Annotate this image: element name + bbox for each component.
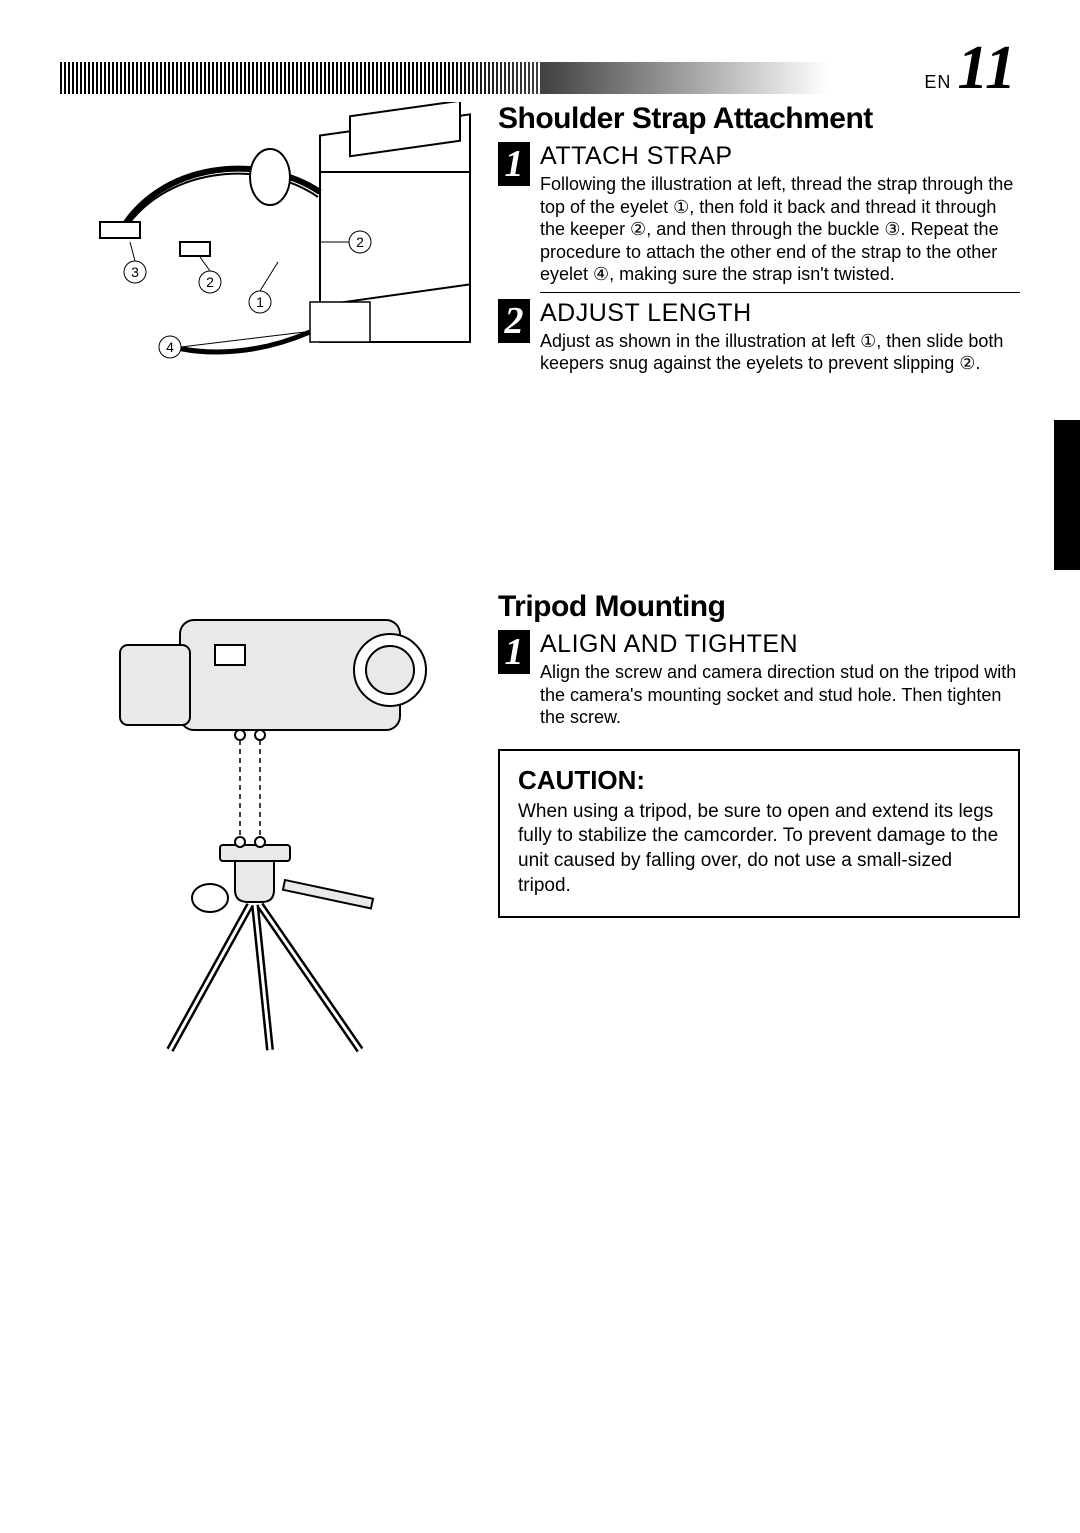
step-divider bbox=[540, 292, 1020, 293]
svg-text:4: 4 bbox=[166, 339, 174, 355]
step-number: 1 bbox=[498, 142, 530, 186]
tripod-step-1: 1 ALIGN AND TIGHTEN Align the screw and … bbox=[498, 630, 1020, 729]
shoulder-strap-section: 1 2 3 4 2 Shoulder Strap Attachment 1 AT… bbox=[60, 102, 1020, 382]
shoulder-strap-illustration: 1 2 3 4 2 bbox=[60, 102, 480, 382]
shoulder-strap-content: Shoulder Strap Attachment 1 ATTACH STRAP… bbox=[498, 102, 1020, 382]
strap-step-2: 2 ADJUST LENGTH Adjust as shown in the i… bbox=[498, 299, 1020, 375]
strap-diagram: 1 2 3 4 2 bbox=[60, 102, 480, 382]
step-number: 2 bbox=[498, 299, 530, 343]
svg-text:2: 2 bbox=[206, 274, 214, 290]
side-tab bbox=[1054, 420, 1080, 570]
step-text: Following the illustration at left, thre… bbox=[540, 173, 1020, 286]
section-title-tripod: Tripod Mounting bbox=[498, 590, 1020, 624]
page-header: EN 11 bbox=[60, 50, 1020, 94]
caution-text: When using a tripod, be sure to open and… bbox=[518, 800, 1000, 899]
tripod-illustration bbox=[60, 590, 480, 1060]
svg-text:2: 2 bbox=[356, 234, 364, 250]
svg-text:1: 1 bbox=[256, 294, 264, 310]
page-label: EN 11 bbox=[924, 44, 1020, 94]
step-number: 1 bbox=[498, 630, 530, 674]
caution-title: CAUTION: bbox=[518, 765, 1000, 796]
step-title: ATTACH STRAP bbox=[540, 142, 1020, 171]
spacer bbox=[60, 382, 1020, 582]
page-lang: EN bbox=[924, 72, 951, 93]
step-title: ADJUST LENGTH bbox=[540, 299, 1020, 328]
tripod-diagram bbox=[60, 590, 480, 1060]
step-title: ALIGN AND TIGHTEN bbox=[540, 630, 1020, 659]
svg-text:3: 3 bbox=[131, 264, 139, 280]
tripod-section: Tripod Mounting 1 ALIGN AND TIGHTEN Alig… bbox=[60, 590, 1020, 1060]
section-title-strap: Shoulder Strap Attachment bbox=[498, 102, 1020, 136]
tripod-content: Tripod Mounting 1 ALIGN AND TIGHTEN Alig… bbox=[498, 590, 1020, 1060]
page-number: 11 bbox=[957, 44, 1016, 94]
strap-step-1: 1 ATTACH STRAP Following the illustratio… bbox=[498, 142, 1020, 286]
caution-box: CAUTION: When using a tripod, be sure to… bbox=[498, 749, 1020, 919]
step-text: Adjust as shown in the illustration at l… bbox=[540, 330, 1020, 375]
header-lines bbox=[60, 62, 540, 94]
step-text: Align the screw and camera direction stu… bbox=[540, 661, 1020, 729]
